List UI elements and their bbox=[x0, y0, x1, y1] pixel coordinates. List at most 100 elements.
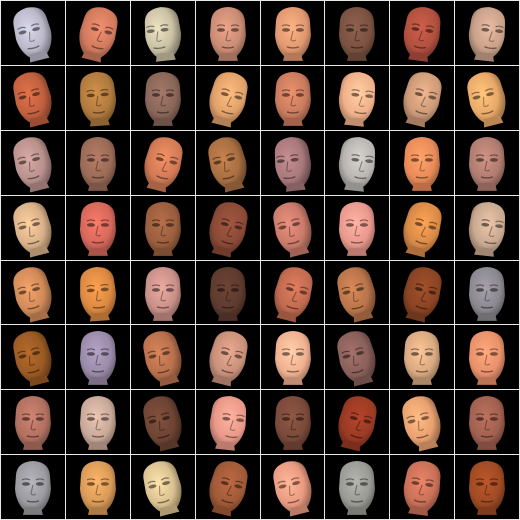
face-render-image bbox=[469, 266, 506, 321]
face-render-image bbox=[209, 331, 248, 387]
face-render-cell bbox=[65, 1, 130, 65]
face-render-cell bbox=[130, 195, 195, 260]
face-render-image bbox=[209, 201, 248, 258]
face-render-cell bbox=[130, 130, 195, 195]
face-render-cell bbox=[390, 390, 455, 455]
face-render-image bbox=[404, 136, 441, 191]
face-render-image bbox=[80, 266, 116, 322]
face-render-image bbox=[469, 136, 506, 191]
face-render-image bbox=[144, 266, 181, 321]
face-render-cell bbox=[1, 455, 65, 519]
face-render-cell bbox=[390, 260, 455, 325]
face-render-image bbox=[13, 201, 52, 258]
face-render-cell bbox=[65, 260, 130, 325]
face-render-cell bbox=[455, 455, 519, 519]
face-render-image bbox=[274, 136, 311, 192]
face-render-cell bbox=[1, 260, 65, 325]
face-render-image bbox=[273, 266, 313, 322]
face-render-image bbox=[339, 72, 376, 127]
face-render-cell bbox=[65, 65, 130, 130]
face-render-image bbox=[403, 201, 442, 258]
face-render-cell bbox=[195, 390, 260, 455]
face-render-cell bbox=[1, 195, 65, 260]
face-render-cell bbox=[130, 390, 195, 455]
face-render-image bbox=[274, 396, 311, 451]
face-render-cell bbox=[260, 1, 325, 65]
face-render-image bbox=[209, 72, 248, 128]
face-render-image bbox=[13, 72, 52, 128]
face-render-cell bbox=[65, 325, 130, 390]
face-render-cell bbox=[195, 455, 260, 519]
face-render-image bbox=[467, 72, 506, 128]
face-render-cell bbox=[390, 1, 455, 65]
face-render-cell bbox=[1, 130, 65, 195]
face-render-image bbox=[144, 7, 181, 62]
face-render-cell bbox=[455, 65, 519, 130]
face-render-image bbox=[79, 7, 118, 63]
face-render-image bbox=[13, 7, 52, 63]
face-render-image bbox=[339, 6, 376, 61]
face-render-cell bbox=[455, 325, 519, 390]
face-render-cell bbox=[260, 195, 325, 260]
face-render-image bbox=[274, 6, 311, 61]
face-render-cell bbox=[455, 1, 519, 65]
face-render-image bbox=[469, 396, 506, 451]
face-render-image bbox=[339, 201, 376, 256]
face-render-image bbox=[209, 461, 248, 517]
face-render-cell bbox=[260, 455, 325, 519]
face-render-image bbox=[272, 461, 311, 517]
face-render-image bbox=[209, 266, 246, 321]
face-render-cell bbox=[1, 325, 65, 390]
face-render-image bbox=[274, 331, 311, 386]
face-render-cell bbox=[390, 195, 455, 260]
face-render-cell bbox=[260, 325, 325, 390]
face-render-cell bbox=[130, 260, 195, 325]
face-render-cell bbox=[325, 260, 390, 325]
face-render-image bbox=[143, 461, 182, 517]
face-render-image bbox=[274, 71, 311, 126]
face-render-cell bbox=[195, 130, 260, 195]
face-render-cell bbox=[390, 65, 455, 130]
face-render-cell bbox=[325, 1, 390, 65]
face-render-cell bbox=[1, 65, 65, 130]
face-render-cell bbox=[325, 390, 390, 455]
face-render-cell bbox=[260, 65, 325, 130]
face-render-cell bbox=[1, 390, 65, 455]
face-render-image bbox=[272, 201, 311, 258]
face-render-cell bbox=[130, 455, 195, 519]
face-render-cell bbox=[195, 260, 260, 325]
face-render-cell bbox=[325, 65, 390, 130]
face-render-cell bbox=[65, 455, 130, 519]
face-render-cell bbox=[455, 130, 519, 195]
face-render-image bbox=[468, 201, 506, 257]
face-render-image bbox=[79, 396, 116, 451]
face-render-cell bbox=[325, 130, 390, 195]
face-render-image bbox=[144, 201, 181, 256]
face-render-image bbox=[79, 461, 116, 516]
face-render-cell bbox=[390, 455, 455, 519]
face-render-cell bbox=[65, 130, 130, 195]
face-render-cell bbox=[455, 390, 519, 455]
face-render-cell bbox=[325, 195, 390, 260]
face-render-image bbox=[469, 331, 506, 386]
face-render-image bbox=[337, 331, 376, 387]
face-render-cell bbox=[130, 1, 195, 65]
face-render-image bbox=[404, 7, 441, 62]
face-render-image bbox=[339, 136, 376, 192]
face-render-cell bbox=[455, 195, 519, 260]
face-render-cell bbox=[455, 260, 519, 325]
face-render-image bbox=[339, 461, 376, 516]
face-render-image bbox=[14, 396, 51, 451]
face-render-cell bbox=[195, 195, 260, 260]
face-render-cell bbox=[325, 325, 390, 390]
face-render-image bbox=[338, 396, 377, 452]
face-render-image bbox=[14, 461, 51, 516]
face-render-cell bbox=[195, 1, 260, 65]
face-render-image bbox=[79, 136, 116, 191]
face-render-cell bbox=[260, 390, 325, 455]
face-render-image bbox=[404, 331, 441, 386]
face-render-cell bbox=[1, 1, 65, 65]
face-render-image bbox=[404, 461, 441, 517]
face-render-image bbox=[403, 72, 442, 128]
